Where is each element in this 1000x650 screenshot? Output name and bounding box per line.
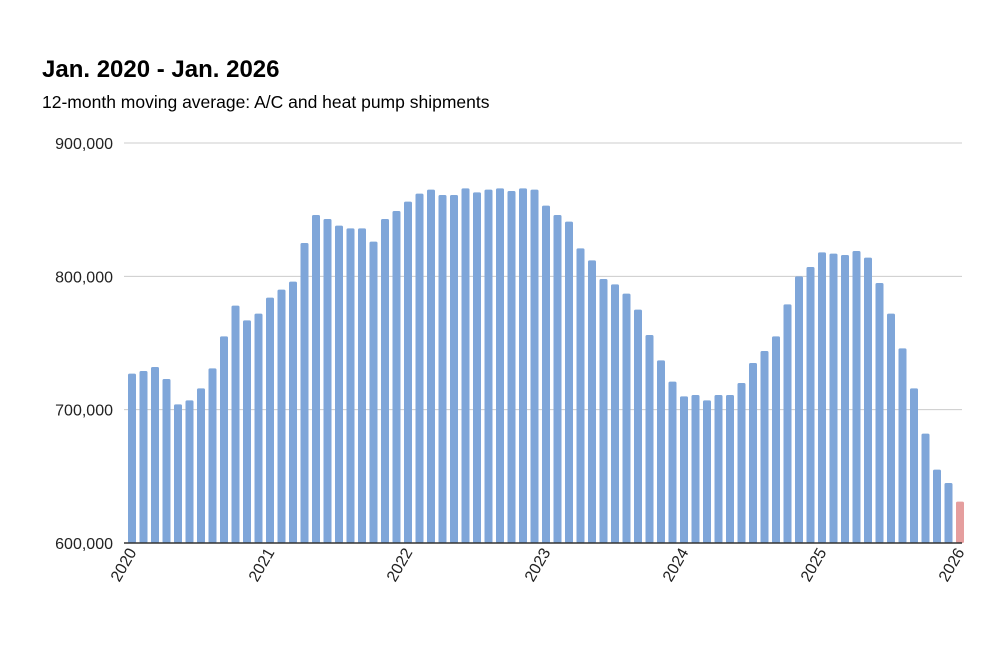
bar [875,283,884,543]
bar [599,279,608,543]
bar [542,205,550,543]
bar [415,193,424,543]
bar [530,189,539,543]
bar [507,191,516,543]
bar [864,257,872,543]
bar [335,225,343,543]
bar [841,255,849,543]
bar [898,348,907,543]
bar [381,219,389,543]
bar [933,469,941,543]
bar [450,195,458,543]
bar [622,293,631,543]
bar [657,360,665,543]
bar-highlight [956,501,964,543]
y-tick-label: 900,000 [55,136,113,153]
bar [795,276,803,543]
bar [300,243,309,543]
bar [473,192,481,544]
bar [496,188,504,544]
bar [323,219,332,543]
bar [760,351,769,543]
x-tick-label: 2024 [660,545,693,584]
bar [519,188,527,544]
bar [680,396,688,543]
y-tick-label: 600,000 [55,536,113,553]
bar [703,400,711,543]
bar [312,215,320,543]
bar [737,383,746,543]
x-tick-label: 2026 [936,545,969,584]
x-tick-label: 2023 [522,545,555,584]
bar [726,395,734,543]
bar [910,388,918,543]
bar [427,189,435,543]
bar [128,373,136,543]
bar [162,379,171,543]
bar [484,189,493,543]
bar [818,252,826,544]
bar [829,253,838,543]
bar [358,228,366,544]
bar [887,313,895,543]
bar [944,483,953,543]
bar [392,211,401,543]
bar [645,335,654,543]
bar [553,215,562,543]
bar [266,297,274,543]
bar [185,400,194,543]
bar [772,336,780,543]
y-tick-label: 800,000 [55,269,113,286]
bar [208,368,217,543]
bar [852,251,861,543]
bar [289,281,297,543]
bar [243,320,251,543]
bar [220,336,228,543]
x-tick-label: 2022 [384,545,417,584]
bar [197,388,205,543]
bar [461,188,470,544]
chart-subtitle: 12-month moving average: A/C and heat pu… [42,92,490,112]
bar [691,395,700,543]
bar [634,309,642,543]
bar [174,404,182,543]
bar [277,289,286,543]
bar [369,241,378,543]
bar [714,395,723,543]
bar [254,313,263,543]
bar [151,367,159,543]
bar [346,228,355,544]
x-tick-label: 2025 [798,545,831,584]
bar [588,260,596,543]
bar [438,195,447,543]
bar [139,371,148,543]
bar [231,305,240,543]
bar [611,284,619,543]
bar [668,381,677,543]
x-tick-label: 2021 [246,545,279,584]
chart-title: Jan. 2020 - Jan. 2026 [42,56,280,83]
bar [806,267,815,543]
bar [783,304,792,543]
bar [749,363,757,543]
y-tick-label: 700,000 [55,403,113,420]
bar [404,201,412,543]
bar [565,221,573,543]
bar [921,433,930,543]
bar [576,248,585,544]
